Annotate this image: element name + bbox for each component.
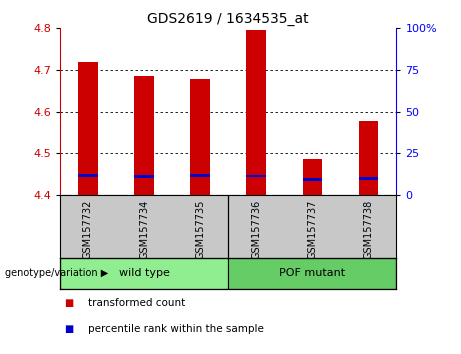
Text: genotype/variation ▶: genotype/variation ▶ — [5, 268, 108, 279]
Bar — [228, 258, 396, 289]
Text: ■: ■ — [65, 324, 74, 334]
Bar — [247, 175, 266, 177]
Text: GSM157735: GSM157735 — [195, 200, 205, 259]
Bar — [247, 30, 266, 195]
Text: GSM157732: GSM157732 — [83, 200, 93, 259]
Bar — [134, 76, 154, 195]
Text: wild type: wild type — [118, 268, 170, 279]
Text: GSM157737: GSM157737 — [307, 200, 317, 259]
Bar — [302, 159, 322, 195]
Text: ■: ■ — [65, 298, 74, 308]
Title: GDS2619 / 1634535_at: GDS2619 / 1634535_at — [148, 12, 309, 26]
Bar — [190, 174, 210, 177]
Bar — [78, 62, 98, 195]
Text: GSM157734: GSM157734 — [139, 200, 149, 259]
Text: transformed count: transformed count — [88, 298, 185, 308]
Text: POF mutant: POF mutant — [279, 268, 345, 279]
Bar — [60, 258, 228, 289]
Bar — [359, 121, 378, 195]
Bar — [190, 79, 210, 195]
Text: percentile rank within the sample: percentile rank within the sample — [88, 324, 264, 334]
Bar — [134, 175, 154, 178]
Bar — [78, 174, 98, 177]
Text: GSM157738: GSM157738 — [363, 200, 373, 259]
Bar — [359, 177, 378, 180]
Bar — [302, 178, 322, 181]
Text: GSM157736: GSM157736 — [251, 200, 261, 259]
